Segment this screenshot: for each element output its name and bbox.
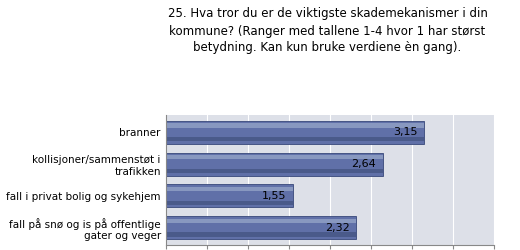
Bar (166, 184, 293, 207)
Text: 3,15: 3,15 (393, 127, 418, 137)
Bar (166, 137, 424, 141)
Bar (166, 124, 424, 128)
Bar (166, 232, 356, 236)
Bar (166, 155, 383, 159)
Bar (166, 153, 383, 176)
Text: 2,32: 2,32 (325, 223, 350, 233)
Text: 2,64: 2,64 (352, 159, 376, 169)
Bar (166, 169, 383, 173)
Bar (166, 219, 356, 223)
Text: 25. Hva tror du er de viktigste skademekanismer i din
kommune? (Ranger med talle: 25. Hva tror du er de viktigste skademek… (167, 8, 488, 54)
Bar (166, 216, 356, 239)
Bar (166, 121, 424, 144)
Text: 1,55: 1,55 (262, 191, 287, 201)
Bar (166, 187, 293, 191)
Bar (166, 201, 293, 205)
